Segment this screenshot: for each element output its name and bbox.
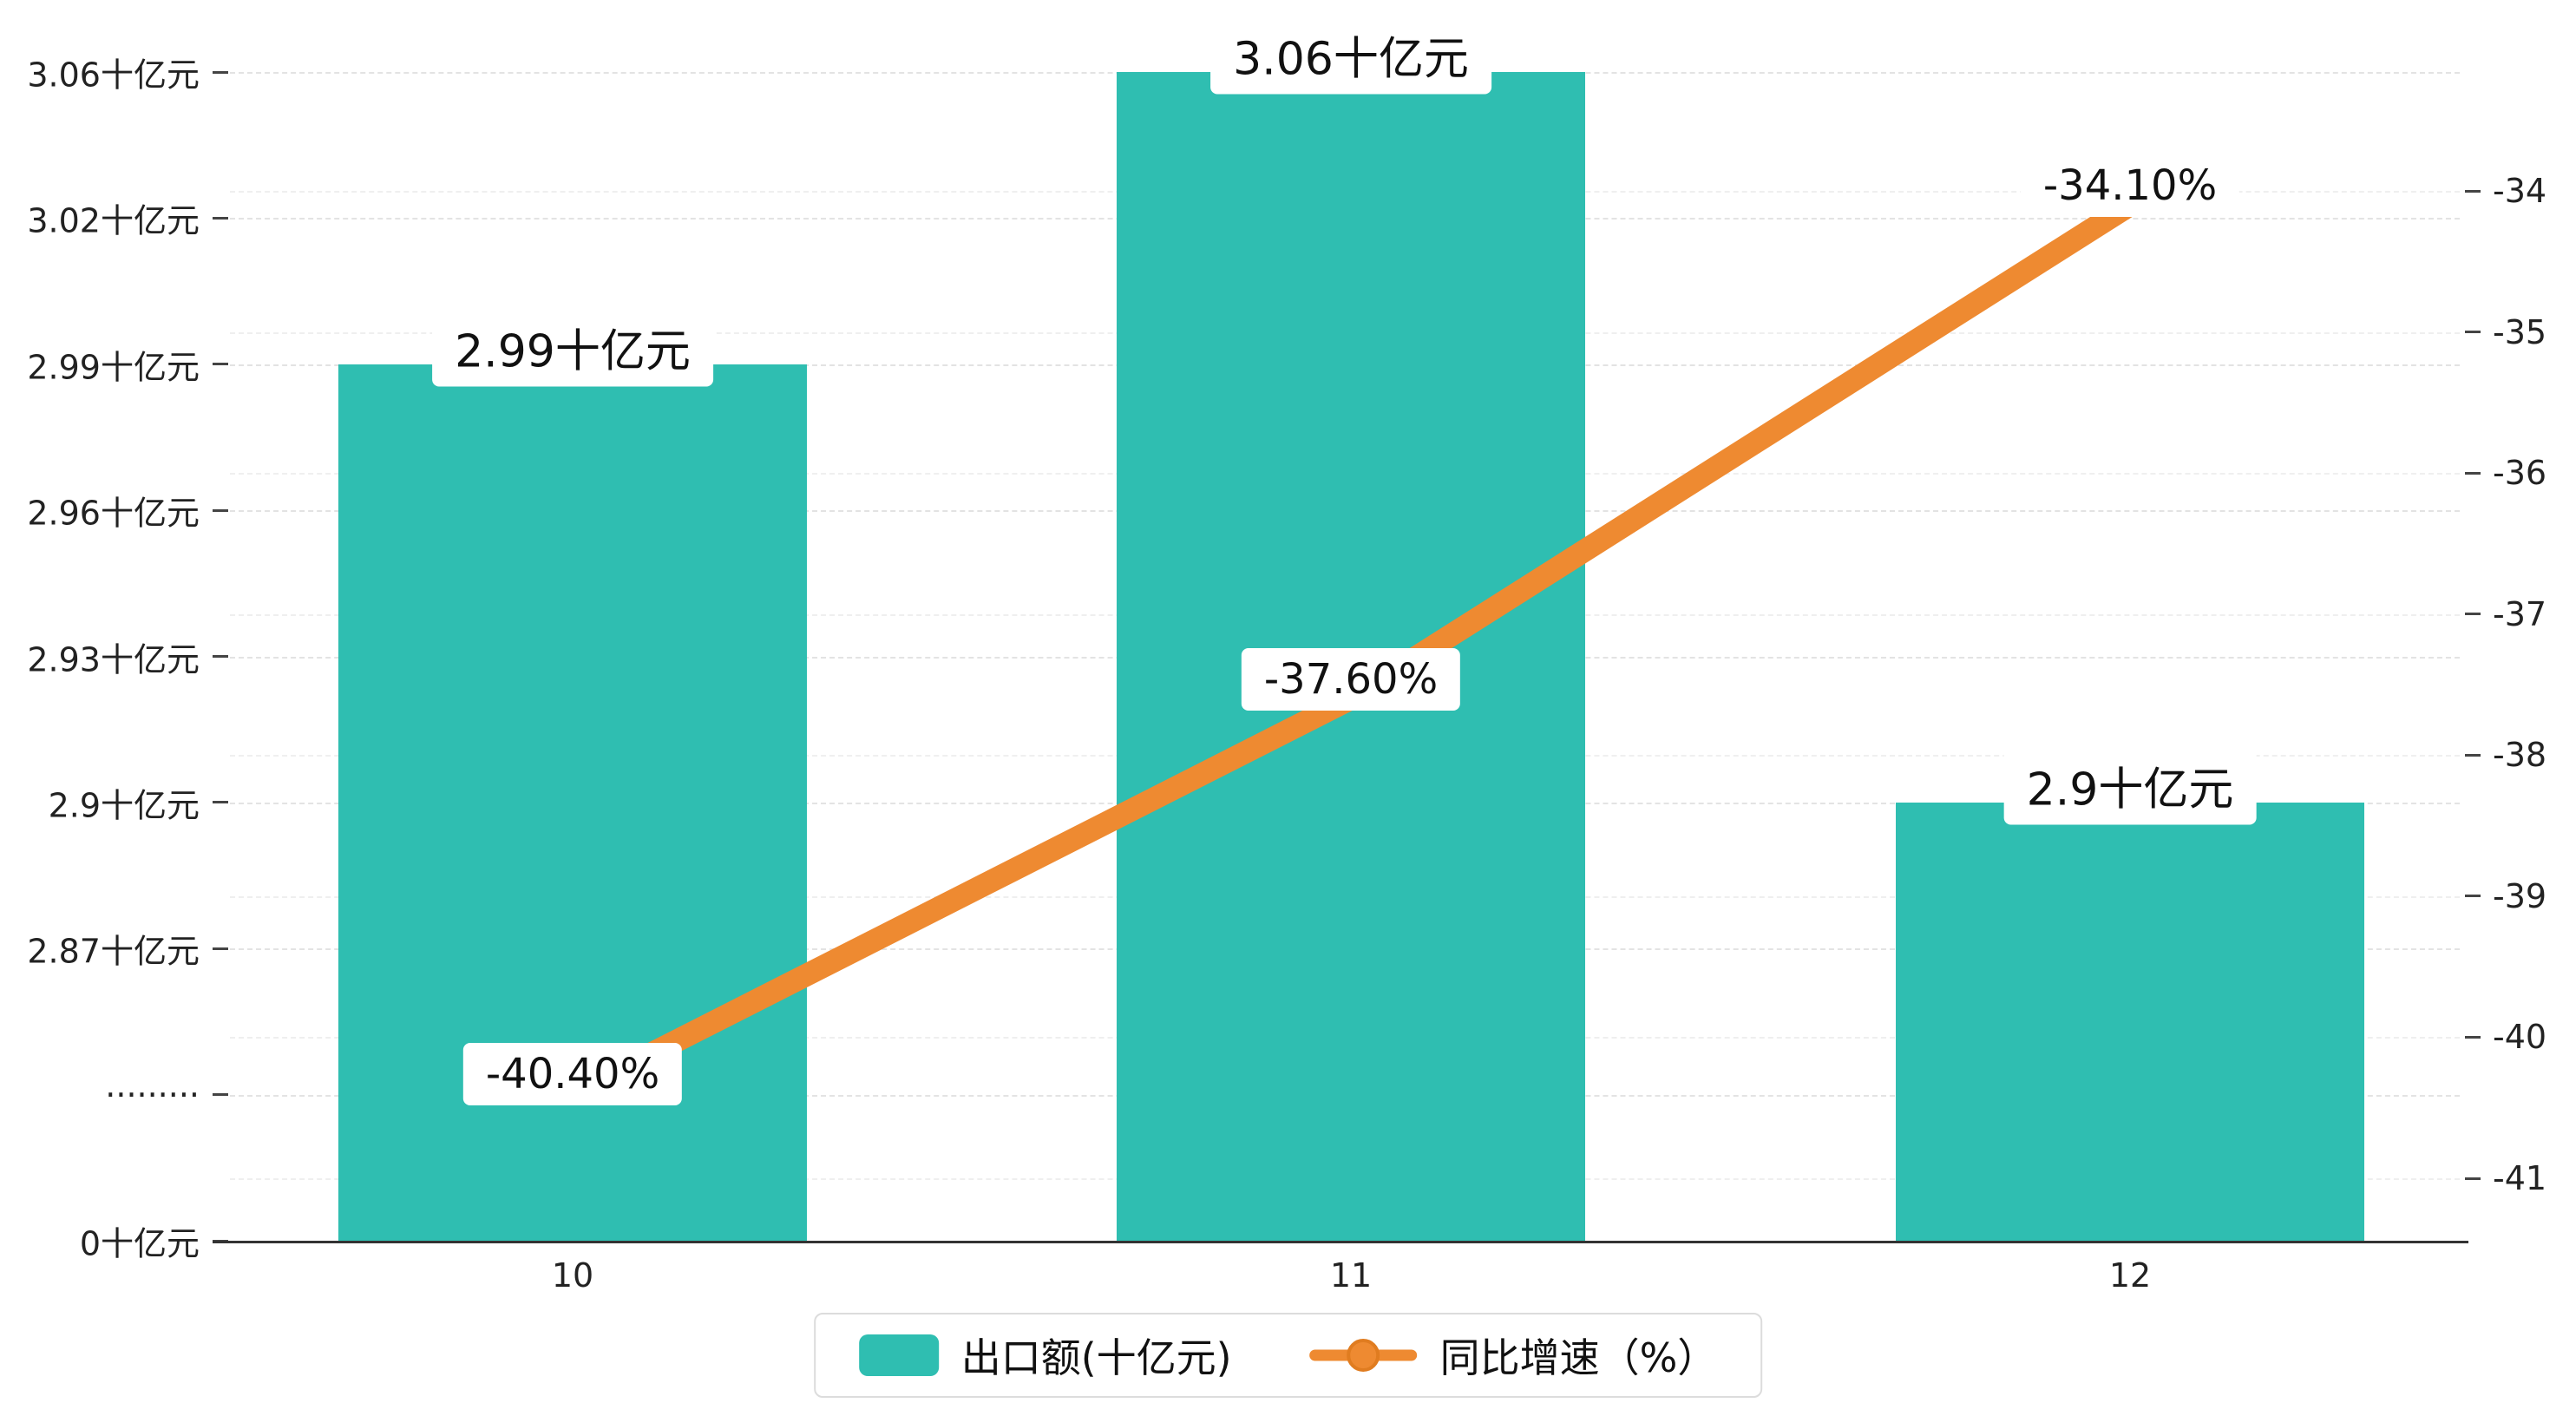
left-tick-mark <box>213 801 228 804</box>
bar-series-swatch <box>858 1334 939 1376</box>
bar <box>1896 802 2364 1241</box>
left-axis-tick-label: 2.9十亿元 <box>48 786 200 825</box>
line-value-label: -37.60% <box>1241 648 1461 711</box>
x-axis-category-label: 11 <box>1329 1256 1373 1295</box>
left-axis-tick-label: 2.96十亿元 <box>27 494 200 533</box>
legend-item-export-bar[interactable]: 出口额(十亿元) <box>858 1327 1232 1384</box>
line-marker-dot <box>1347 1339 1380 1372</box>
left-axis-tick-label: ········· <box>105 1075 200 1114</box>
bar-value-label: 2.99十亿元 <box>432 307 713 387</box>
left-axis-tick-label: 2.93十亿元 <box>27 640 200 678</box>
left-tick-mark <box>213 508 228 512</box>
line-series-marker <box>1309 1334 1418 1376</box>
left-tick-mark <box>213 655 228 658</box>
right-axis-tick-label: -34 <box>2493 172 2547 210</box>
left-tick-mark <box>213 947 228 950</box>
right-axis-tick-label: -39 <box>2493 876 2547 915</box>
right-tick-mark <box>2465 613 2481 616</box>
x-axis-category-label: 12 <box>2108 1256 2152 1295</box>
left-axis-tick-label: 2.99十亿元 <box>27 348 200 387</box>
legend-label-export: 出口额(十亿元) <box>960 1334 1232 1381</box>
right-axis-tick-label: -37 <box>2493 594 2547 633</box>
right-axis-tick-label: -35 <box>2493 312 2547 351</box>
right-axis-tick-label: -40 <box>2493 1018 2547 1057</box>
bar-value-label: 3.06十亿元 <box>1210 15 1491 95</box>
right-tick-mark <box>2465 189 2481 193</box>
right-axis-tick-label: -38 <box>2493 736 2547 775</box>
left-tick-mark <box>213 216 228 220</box>
x-axis-line <box>213 1241 2468 1243</box>
legend: 出口额(十亿元) 同比增速（%） <box>813 1313 1763 1398</box>
legend-item-growth-line[interactable]: 同比增速（%） <box>1309 1327 1718 1384</box>
left-tick-mark <box>213 363 228 366</box>
right-tick-mark <box>2465 753 2481 757</box>
left-axis-tick-label: 0十亿元 <box>79 1224 200 1263</box>
x-axis-category-label: 10 <box>551 1256 594 1295</box>
bar <box>338 364 807 1241</box>
line-value-label: -34.10% <box>2020 154 2240 218</box>
right-tick-mark <box>2465 1177 2481 1180</box>
line-value-label: -40.40% <box>462 1043 683 1106</box>
right-tick-mark <box>2465 1035 2481 1039</box>
legend-label-growth: 同比增速（%） <box>1439 1334 1718 1381</box>
left-axis-tick-label: 2.87十亿元 <box>27 932 200 971</box>
left-axis-tick-label: 3.06十亿元 <box>27 56 200 95</box>
right-tick-mark <box>2465 331 2481 334</box>
left-tick-mark <box>213 1093 228 1097</box>
right-axis-tick-label: -41 <box>2493 1159 2547 1197</box>
left-axis-tick-label: 3.02十亿元 <box>27 201 200 240</box>
right-tick-mark <box>2465 471 2481 475</box>
bar-value-label: 2.9十亿元 <box>2003 745 2257 825</box>
left-tick-mark <box>213 70 228 74</box>
right-tick-mark <box>2465 895 2481 898</box>
right-axis-tick-label: -36 <box>2493 454 2547 493</box>
